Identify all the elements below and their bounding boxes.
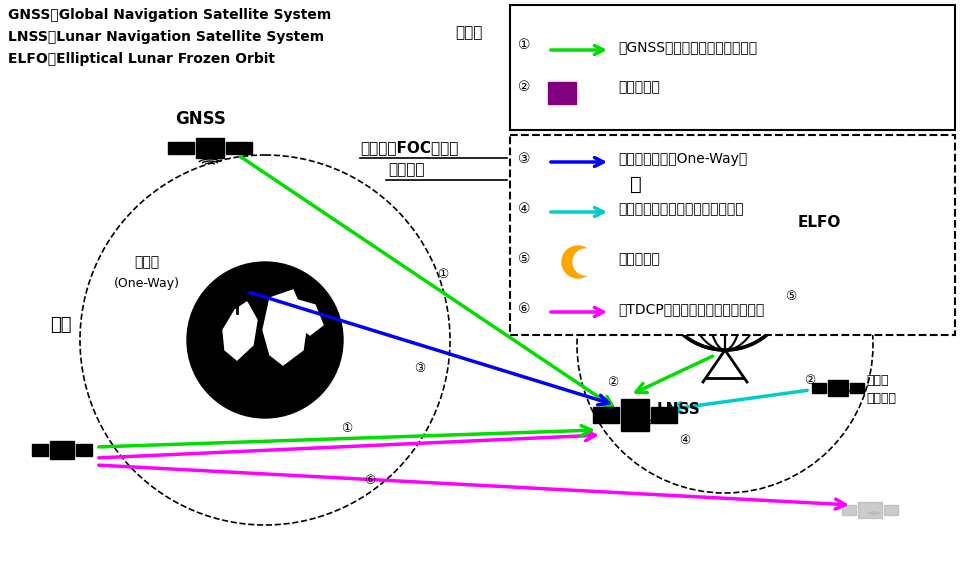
FancyBboxPatch shape: [621, 399, 649, 431]
Text: LNSS: LNSS: [657, 402, 701, 418]
Text: ELFO：Elliptical Lunar Frozen Orbit: ELFO：Elliptical Lunar Frozen Orbit: [8, 52, 275, 66]
Text: ：原子時計: ：原子時計: [618, 80, 660, 94]
Text: 地上局: 地上局: [134, 255, 159, 269]
Polygon shape: [223, 302, 257, 360]
FancyBboxPatch shape: [50, 441, 74, 459]
Text: GNSS：Global Navigation Satellite System: GNSS：Global Navigation Satellite System: [8, 8, 331, 22]
Text: ：地上局観測（One-Way）: ：地上局観測（One-Way）: [618, 152, 747, 166]
Text: ⑥: ⑥: [518, 302, 531, 316]
FancyBboxPatch shape: [510, 135, 955, 335]
Text: (One-Way): (One-Way): [114, 277, 180, 290]
FancyBboxPatch shape: [510, 5, 955, 130]
FancyBboxPatch shape: [168, 142, 194, 154]
Text: ①: ①: [342, 422, 352, 435]
Circle shape: [187, 262, 343, 418]
FancyBboxPatch shape: [226, 142, 252, 154]
Text: 南極域: 南極域: [866, 374, 889, 387]
Text: ①: ①: [518, 38, 531, 52]
Text: 月: 月: [630, 175, 641, 194]
FancyBboxPatch shape: [76, 444, 92, 456]
Circle shape: [573, 249, 599, 275]
Text: 地球: 地球: [51, 316, 72, 334]
Text: ③: ③: [518, 152, 531, 166]
Text: ：GNSSサイドローブ・漏れ電波: ：GNSSサイドローブ・漏れ電波: [618, 40, 757, 54]
Text: ビーコン: ビーコン: [866, 392, 896, 405]
FancyBboxPatch shape: [548, 82, 576, 104]
Text: ⑥: ⑥: [365, 473, 375, 486]
Text: 本検討（FOC）にて: 本検討（FOC）にて: [360, 140, 458, 155]
Text: ④: ④: [518, 202, 531, 216]
Polygon shape: [263, 290, 307, 365]
Text: ③: ③: [415, 362, 425, 375]
Text: ：TDCP（搬送波位相の時間差分）: ：TDCP（搬送波位相の時間差分）: [618, 302, 764, 316]
Text: ②: ②: [518, 80, 531, 94]
Text: ：光学観測: ：光学観測: [618, 252, 660, 266]
Text: ②: ②: [608, 376, 618, 389]
Text: ELFO: ELFO: [798, 215, 841, 230]
FancyBboxPatch shape: [196, 138, 224, 158]
Text: ⑤: ⑤: [785, 290, 796, 303]
FancyBboxPatch shape: [858, 502, 882, 518]
Text: ②: ②: [804, 374, 816, 387]
Text: ⑤: ⑤: [518, 252, 531, 266]
FancyBboxPatch shape: [884, 505, 898, 515]
FancyBboxPatch shape: [842, 505, 856, 515]
Text: ④: ④: [680, 433, 690, 446]
FancyBboxPatch shape: [593, 407, 619, 423]
Text: LNSS：Lunar Navigation Satellite System: LNSS：Lunar Navigation Satellite System: [8, 30, 324, 44]
Text: GNSS: GNSS: [175, 110, 226, 128]
FancyBboxPatch shape: [32, 444, 48, 456]
Text: 追加検討: 追加検討: [388, 162, 424, 177]
FancyBboxPatch shape: [828, 380, 848, 396]
Circle shape: [562, 246, 594, 278]
Polygon shape: [280, 295, 323, 335]
FancyBboxPatch shape: [850, 383, 864, 393]
FancyBboxPatch shape: [812, 383, 826, 393]
Text: ①: ①: [438, 268, 448, 281]
Text: ：南極域ビーコンからの測位信号: ：南極域ビーコンからの測位信号: [618, 202, 744, 216]
Circle shape: [660, 220, 790, 350]
FancyBboxPatch shape: [651, 407, 677, 423]
Text: 実証時: 実証時: [455, 25, 482, 40]
